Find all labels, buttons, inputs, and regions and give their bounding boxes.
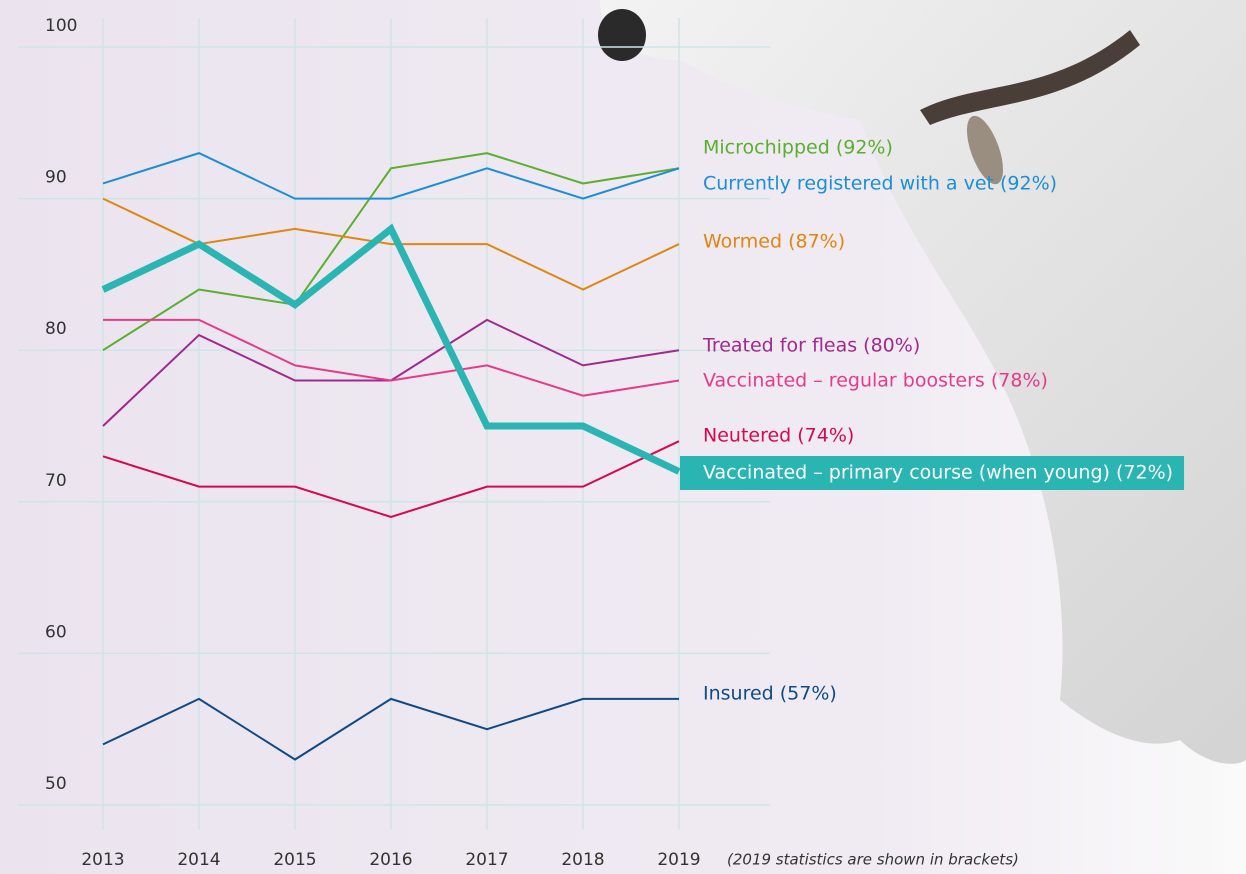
legend-label: Neutered (74%) xyxy=(703,425,854,447)
x-tick-label: 2015 xyxy=(273,850,316,870)
legend-label: Vaccinated – primary course (when young)… xyxy=(703,462,1173,484)
legend-label: Insured (57%) xyxy=(703,683,837,705)
y-tick-label: 80 xyxy=(45,319,67,339)
x-tick-label: 2019 xyxy=(657,850,700,870)
page: {"chart_data": { "type": "line", "catego… xyxy=(0,0,1246,874)
footnote: (2019 statistics are shown in brackets) xyxy=(727,851,1019,869)
legend-label: Wormed (87%) xyxy=(703,231,845,253)
y-tick-label: 90 xyxy=(45,168,67,188)
legend-label: Vaccinated – regular boosters (78%) xyxy=(703,370,1048,392)
x-tick-label: 2013 xyxy=(81,850,124,870)
legend-label: Currently registered with a vet (92%) xyxy=(703,173,1057,195)
y-tick-label: 50 xyxy=(45,774,67,794)
y-tick-label: 70 xyxy=(45,471,67,491)
x-tick-label: 2016 xyxy=(369,850,412,870)
chart: 50 60 70 80 90 100 2013 2014 2015 2016 2017 2018 201… xyxy=(0,0,1246,874)
legend-label: Treated for fleas (80%) xyxy=(702,335,920,357)
legend-label: Microchipped (92%) xyxy=(703,137,893,159)
x-tick-label: 2017 xyxy=(465,850,508,870)
y-tick-label: 100 xyxy=(45,16,77,36)
legend-highlight: Vaccinated – primary course (when young)… xyxy=(680,456,1184,490)
y-tick-label: 60 xyxy=(45,622,67,642)
x-tick-label: 2018 xyxy=(561,850,604,870)
x-tick-label: 2014 xyxy=(177,850,220,870)
